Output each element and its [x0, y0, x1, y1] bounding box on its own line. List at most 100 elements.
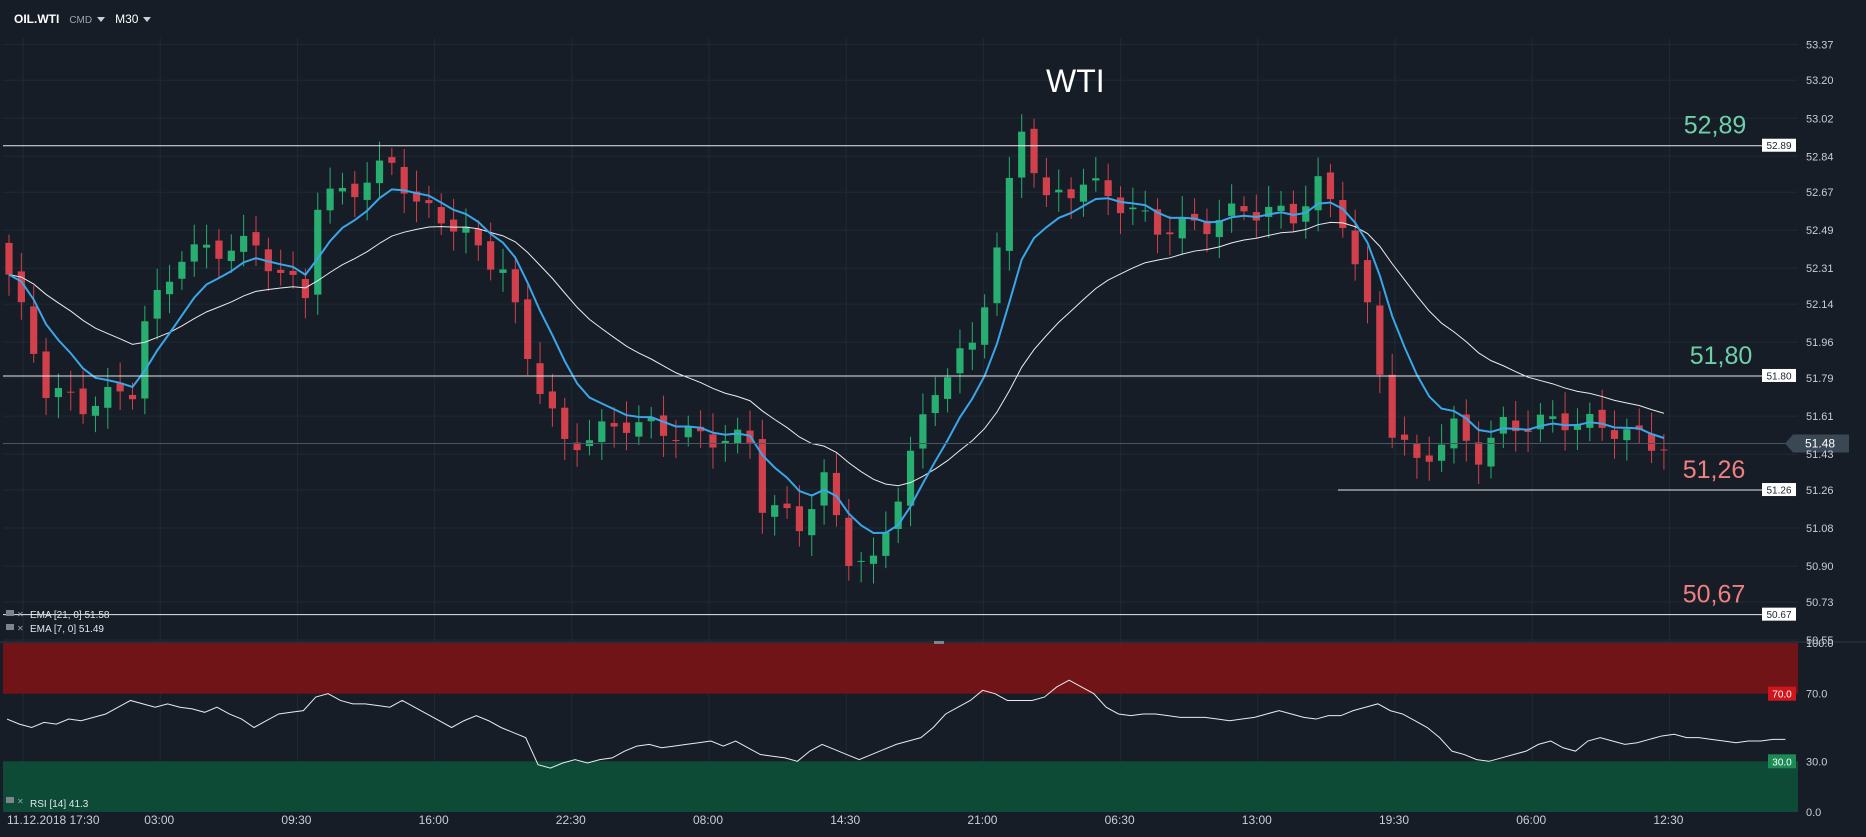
rsi-tick-label: 0.0 — [1806, 807, 1821, 819]
candle-bearish — [610, 407, 618, 448]
level-tag-text: 52.89 — [1766, 141, 1791, 152]
candle-bullish — [1129, 187, 1137, 225]
candle-bullish — [203, 224, 211, 269]
candle-body — [1314, 176, 1322, 211]
symbol-label[interactable]: OIL.WTI — [14, 12, 60, 26]
candle-bearish — [1524, 410, 1532, 452]
time-axis: 11.12.2018 17:30 03:00 09:30 16:00 22:30 08:0… — [7, 813, 1684, 827]
candle-body — [104, 386, 112, 408]
candle-bullish — [968, 322, 976, 370]
candle-body — [1104, 180, 1112, 197]
candle-body — [1129, 207, 1137, 210]
candle-body — [771, 505, 779, 517]
time-tick-label: 21:00 — [967, 813, 997, 827]
candle-body — [264, 249, 272, 272]
candle-bearish — [1289, 190, 1297, 233]
candle-body — [252, 232, 260, 246]
candle-bearish — [42, 337, 50, 416]
time-tick-label: 14:30 — [830, 813, 860, 827]
candle-bearish — [697, 410, 705, 448]
candle-bullish — [882, 511, 890, 569]
candle-body — [1079, 184, 1088, 202]
candle-body — [684, 426, 692, 438]
candle-body — [1450, 418, 1458, 449]
level-label: 51,26 — [1683, 456, 1746, 484]
rsi-tick-label: 70.0 — [1806, 689, 1827, 701]
price-tick-label: 53.20 — [1806, 75, 1834, 87]
candle-bullish — [906, 436, 915, 527]
candle-bearish — [1413, 434, 1421, 479]
candle-body — [832, 472, 841, 516]
candle-body — [1487, 437, 1495, 467]
time-tick-label: 22:30 — [556, 813, 586, 827]
price-tick-label: 53.37 — [1806, 39, 1834, 51]
candle-bullish — [944, 368, 952, 413]
candle-bearish — [264, 237, 272, 291]
candle-body — [301, 279, 309, 299]
panel-resize-handle — [934, 641, 944, 644]
candle-body — [1265, 206, 1273, 217]
candle-body — [548, 391, 556, 409]
market-type-selector[interactable]: CMD — [69, 12, 106, 26]
rsi-level-tag-overbought — [1768, 686, 1796, 701]
time-tick-label: 03:00 — [144, 813, 174, 827]
candle-body — [326, 188, 334, 211]
candle-bearish — [437, 193, 445, 235]
candle-body — [487, 241, 495, 270]
candle-bearish — [1610, 410, 1619, 459]
price-tick-label: 52.31 — [1806, 263, 1834, 275]
candle-body — [1524, 430, 1532, 432]
candle-body — [1351, 230, 1359, 265]
candle-bearish — [548, 373, 556, 427]
candle-bullish — [1228, 184, 1236, 233]
price-tick-label: 51.08 — [1806, 523, 1834, 535]
candle-body — [1203, 220, 1211, 235]
candle-bullish — [635, 405, 643, 446]
candle-bullish — [1450, 405, 1458, 464]
candle-bullish — [1178, 196, 1186, 255]
candle-body — [1178, 217, 1186, 239]
candle-body — [573, 442, 581, 451]
candle-body — [672, 440, 680, 442]
candle-bearish — [1635, 408, 1643, 444]
candle-bearish — [622, 401, 631, 451]
candle-body — [1092, 178, 1100, 181]
candle-bearish — [832, 452, 841, 527]
candle-bearish — [524, 284, 532, 376]
candle-body — [919, 414, 927, 449]
candle-bearish — [1475, 421, 1483, 485]
candle-bullish — [1487, 420, 1495, 479]
timeframe-selector[interactable]: M30 — [115, 12, 152, 26]
candle-bearish — [1400, 416, 1409, 456]
candle-body — [1116, 197, 1125, 214]
candle-body — [1499, 416, 1507, 434]
candle-bullish — [165, 264, 174, 314]
candle-body — [511, 269, 519, 303]
candle-bullish — [1079, 168, 1088, 217]
close-icon: ✕ — [17, 610, 24, 619]
candle-bearish — [783, 486, 791, 519]
candle-body — [178, 261, 186, 279]
price-tick-label: 52.14 — [1806, 299, 1834, 311]
candle-body — [1438, 444, 1446, 461]
candle-bullish — [54, 373, 62, 419]
candle-bullish — [808, 494, 816, 557]
candle-bullish — [375, 141, 384, 198]
candle-bullish — [178, 251, 186, 290]
candle-bullish — [314, 192, 322, 315]
chevron-down-icon — [143, 17, 152, 23]
candle-body — [610, 423, 618, 427]
candle-body — [993, 247, 1001, 304]
candle-bearish — [659, 395, 668, 457]
candle-bullish — [956, 329, 964, 394]
candle-bearish — [400, 149, 408, 214]
candle-bearish — [116, 362, 124, 410]
candle-body — [277, 269, 285, 273]
candle-bullish — [734, 417, 742, 454]
support-resistance-levels: 52.89 52,89 51.80 51,80 51.26 51,26 50.67 50,67 — [3, 112, 1796, 621]
candle-body — [659, 415, 668, 436]
candle-body — [944, 377, 952, 399]
candle-body — [1586, 413, 1594, 428]
